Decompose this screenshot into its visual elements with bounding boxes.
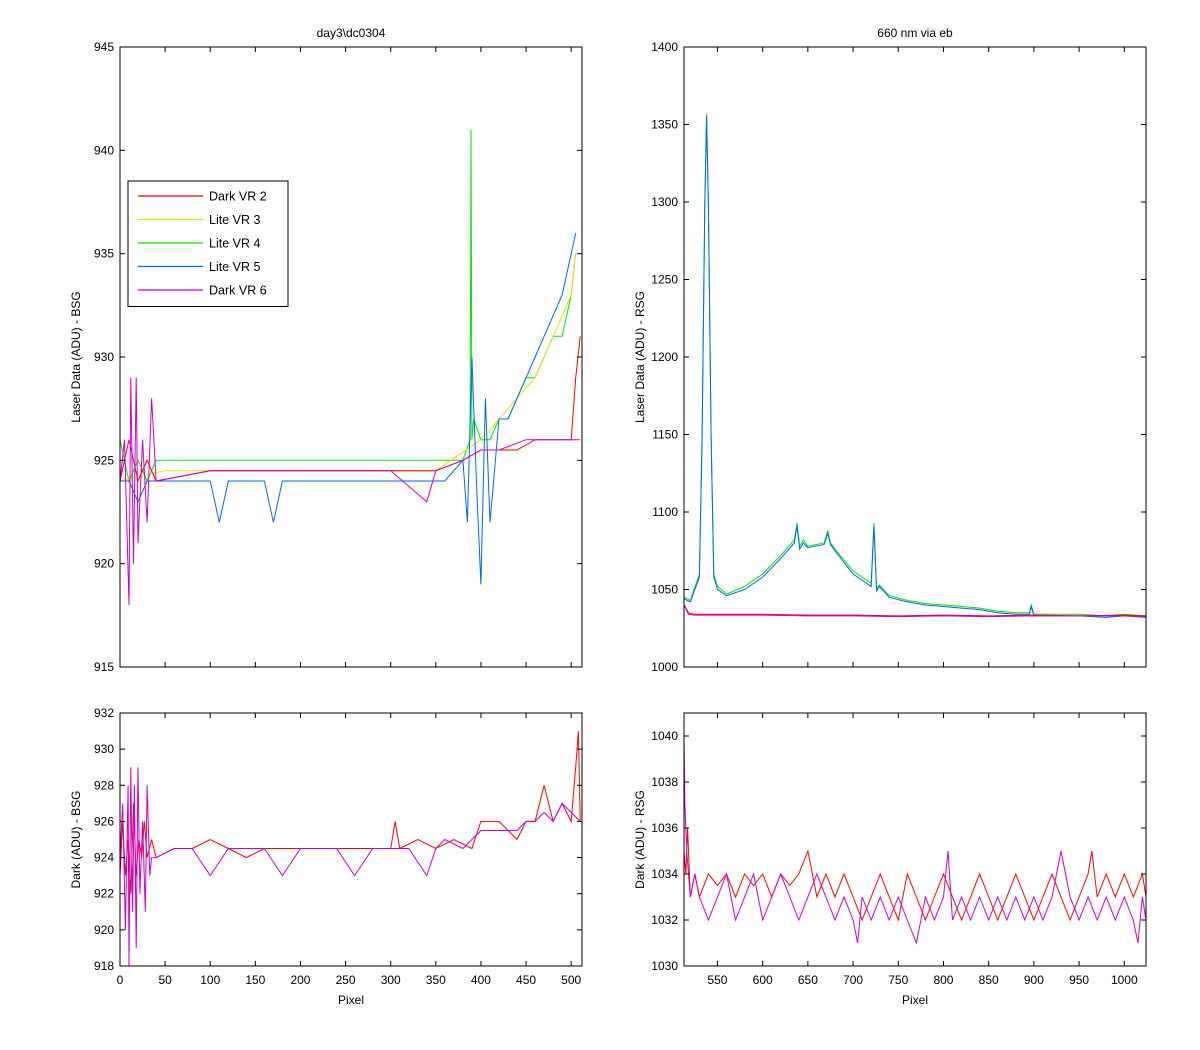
y-tick-label: 924 [94, 851, 114, 865]
x-tick-label: 600 [753, 973, 773, 987]
x-tick-label: 250 [336, 973, 356, 987]
x-tick-label: 800 [933, 973, 953, 987]
axes-frame [683, 712, 1147, 967]
series-line-dark-vr-2 [684, 827, 1146, 922]
y-tick-label: 1040 [651, 729, 678, 743]
y-tick-label: 940 [94, 143, 114, 157]
legend-entry-label: Dark VR 6 [209, 284, 267, 298]
series-group [120, 129, 581, 606]
x-tick-label: 1000 [1111, 973, 1138, 987]
x-tick-label: 0 [117, 973, 124, 987]
y-axis-label: Laser Data (ADU) - BSG [69, 291, 83, 422]
legend-entry-label: Lite VR 5 [209, 260, 260, 274]
x-tick-label: 900 [1024, 973, 1044, 987]
series-line-dark-vr-6 [684, 604, 1146, 618]
y-tick-label: 930 [94, 742, 114, 756]
y-tick-label: 1036 [651, 821, 678, 835]
y-tick-label: 935 [94, 247, 114, 261]
x-tick-label: 200 [290, 973, 310, 987]
y-tick-label: 1150 [652, 428, 678, 442]
series-group [684, 735, 1146, 945]
y-axis-label: Dark (ADU) - BSG [69, 790, 83, 888]
plot-area [120, 713, 582, 966]
chart-bottom-left: 0 50 100 150 200 250 300 350 400 450 500 918 920 922 9… [69, 706, 583, 1007]
series-group [120, 731, 581, 966]
series-line-lite-vr-5 [120, 232, 577, 585]
x-tick-label: 150 [245, 973, 265, 987]
x-tick-label: 550 [707, 973, 727, 987]
y-axis-label: Dark (ADU) - RSG [633, 790, 647, 889]
x-tick-label: 300 [381, 973, 401, 987]
x-tick-label: 850 [979, 973, 999, 987]
series-line-dark-vr-6 [684, 735, 1146, 945]
plot-area [120, 47, 582, 667]
legend-entry-label: Dark VR 2 [209, 190, 267, 204]
y-tick-label: 1350 [651, 118, 678, 132]
plot-area [684, 713, 1146, 966]
y-tick-label: 1050 [651, 583, 678, 597]
y-tick-label: 1250 [651, 273, 678, 287]
y-tick-label: 1030 [651, 959, 678, 973]
y-tick-label: 1100 [652, 505, 678, 519]
y-tick-label: 930 [94, 350, 114, 364]
legend-box [127, 180, 289, 307]
y-tick-label: 926 [94, 814, 114, 828]
chart-title: 660 nm via eb [877, 26, 953, 40]
chart-bottom-right: 550 600 650 700 750 800 850 900 950 1000 1030 1032 1… [633, 712, 1147, 1007]
y-tick-label: 1032 [651, 913, 678, 927]
x-tick-label: 400 [471, 973, 491, 987]
x-tick-label: 350 [426, 973, 446, 987]
chart-top-left: 915 920 925 930 935 940 945 day3\dc0304 Laser Da… [69, 26, 583, 674]
series-line-lite-vr-5 [684, 116, 1146, 618]
y-tick-label: 920 [94, 923, 114, 937]
x-tick-label: 100 [200, 973, 220, 987]
legend: Dark VR 2 Lite VR 3 Lite VR 4 Lite VR 5 Dark… [127, 180, 289, 307]
y-tick-label: 1038 [651, 775, 678, 789]
x-tick-label: 650 [798, 973, 818, 987]
y-tick-label: 1000 [651, 660, 678, 674]
y-tick-label: 1300 [651, 195, 678, 209]
x-tick-label: 700 [843, 973, 863, 987]
y-tick-label: 945 [94, 40, 114, 54]
y-tick-label: 1400 [651, 40, 678, 54]
y-tick-label: 928 [94, 778, 114, 792]
x-tick-label: 950 [1069, 973, 1089, 987]
y-tick-label: 932 [94, 706, 114, 720]
chart-title: day3\dc0304 [317, 26, 386, 40]
axes-frame [119, 712, 583, 967]
x-tick-label: 450 [516, 973, 536, 987]
y-tick-label: 922 [94, 887, 114, 901]
y-tick-label: 1200 [651, 350, 678, 364]
y-tick-label: 920 [94, 557, 114, 571]
plot-area [684, 47, 1146, 667]
x-tick-label: 50 [158, 973, 172, 987]
chart-top-right: 1000 1050 1100 1150 1200 1250 1300 1350 1400 660 … [633, 26, 1147, 674]
series-line-dark-vr-6 [120, 767, 581, 966]
y-tick-label: 925 [94, 453, 114, 467]
y-tick-label: 915 [94, 660, 114, 674]
x-tick-label: 500 [561, 973, 581, 987]
y-tick-label: 918 [94, 959, 114, 973]
series-group [684, 113, 1146, 618]
series-line-dark-vr-6 [120, 377, 581, 606]
legend-entry-label: Lite VR 4 [209, 237, 260, 251]
x-axis-label: Pixel [902, 993, 928, 1007]
x-axis-label: Pixel [338, 993, 364, 1007]
legend-entry-label: Lite VR 3 [209, 213, 260, 227]
y-tick-label: 1034 [651, 867, 678, 881]
x-tick-label: 750 [888, 973, 908, 987]
y-axis-label: Laser Data (ADU) - RSG [633, 291, 647, 423]
